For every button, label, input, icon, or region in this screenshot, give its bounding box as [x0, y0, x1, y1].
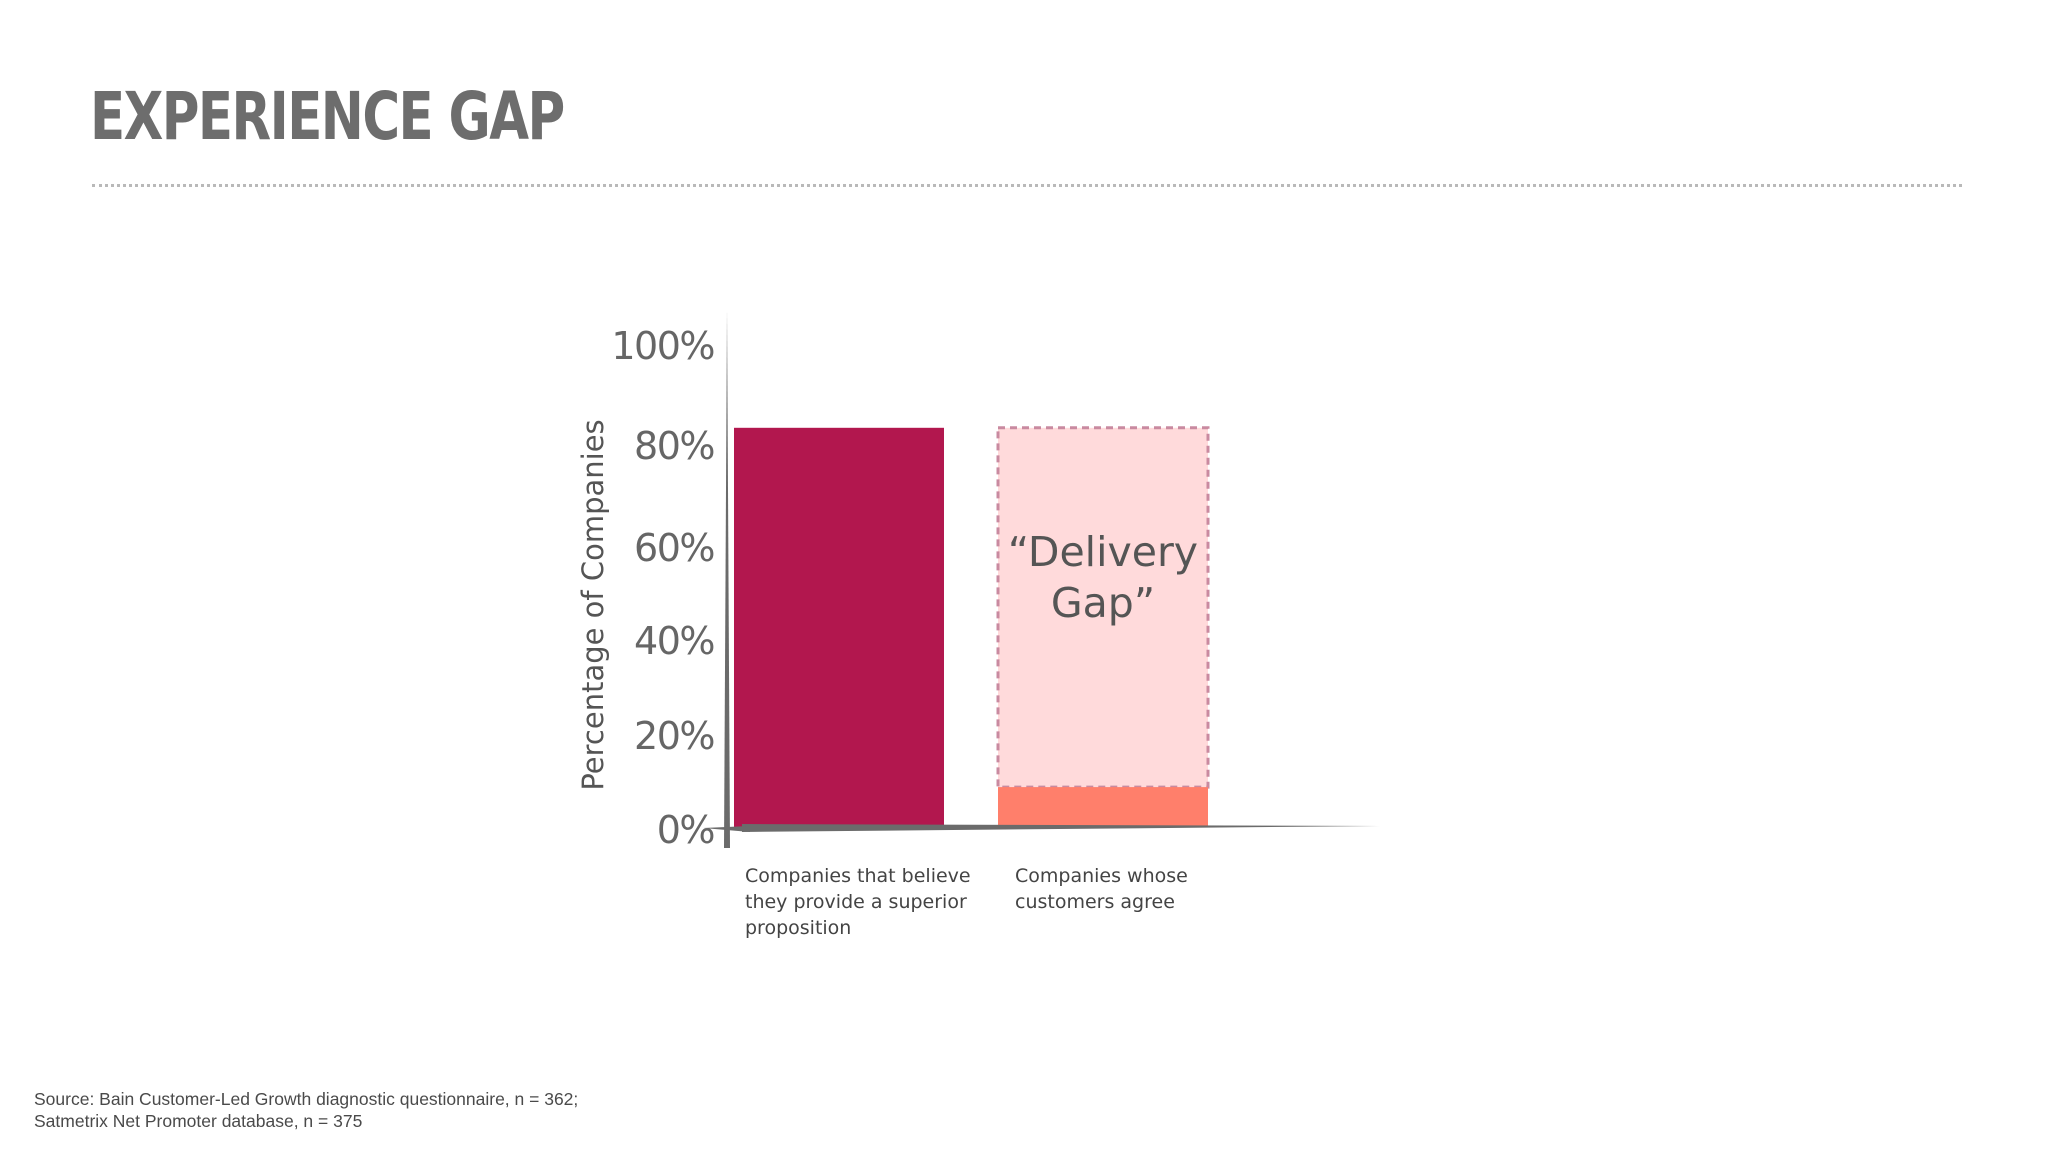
- y-axis-title: Percentage of Companies: [576, 419, 610, 790]
- delivery-gap-label: “Delivery: [1008, 528, 1198, 576]
- y-tick-label: 20%: [634, 714, 714, 758]
- x-axis-stub: [703, 826, 750, 832]
- bar-1: [734, 427, 944, 827]
- delivery-gap-box: [996, 426, 1210, 789]
- y-tick-label: 80%: [634, 424, 714, 468]
- y-axis-line: [724, 310, 730, 848]
- y-tick-label: 100%: [611, 324, 714, 368]
- x-category-label: Companies whose: [1015, 865, 1188, 887]
- x-category-label: proposition: [745, 917, 851, 939]
- source-line-2: Satmetrix Net Promoter database, n = 375: [34, 1111, 363, 1131]
- x-axis-line: [742, 824, 1380, 832]
- source-line-1: Source: Bain Customer-Led Growth diagnos…: [34, 1089, 579, 1109]
- bar-2: [998, 787, 1208, 827]
- source-note: Source: Bain Customer-Led Growth diagnos…: [34, 1088, 578, 1132]
- y-tick-label: 40%: [634, 619, 714, 663]
- x-category-label: Companies that believe: [745, 865, 971, 887]
- x-category-label: customers agree: [1015, 891, 1175, 913]
- y-tick-label: 60%: [634, 526, 714, 570]
- x-category-label: they provide a superior: [745, 891, 967, 913]
- slide-title: EXPERIENCE GAP: [90, 78, 565, 155]
- delivery-gap-label: Gap”: [1051, 579, 1155, 627]
- y-tick-label: 0%: [657, 808, 715, 852]
- title-divider: [92, 184, 1962, 187]
